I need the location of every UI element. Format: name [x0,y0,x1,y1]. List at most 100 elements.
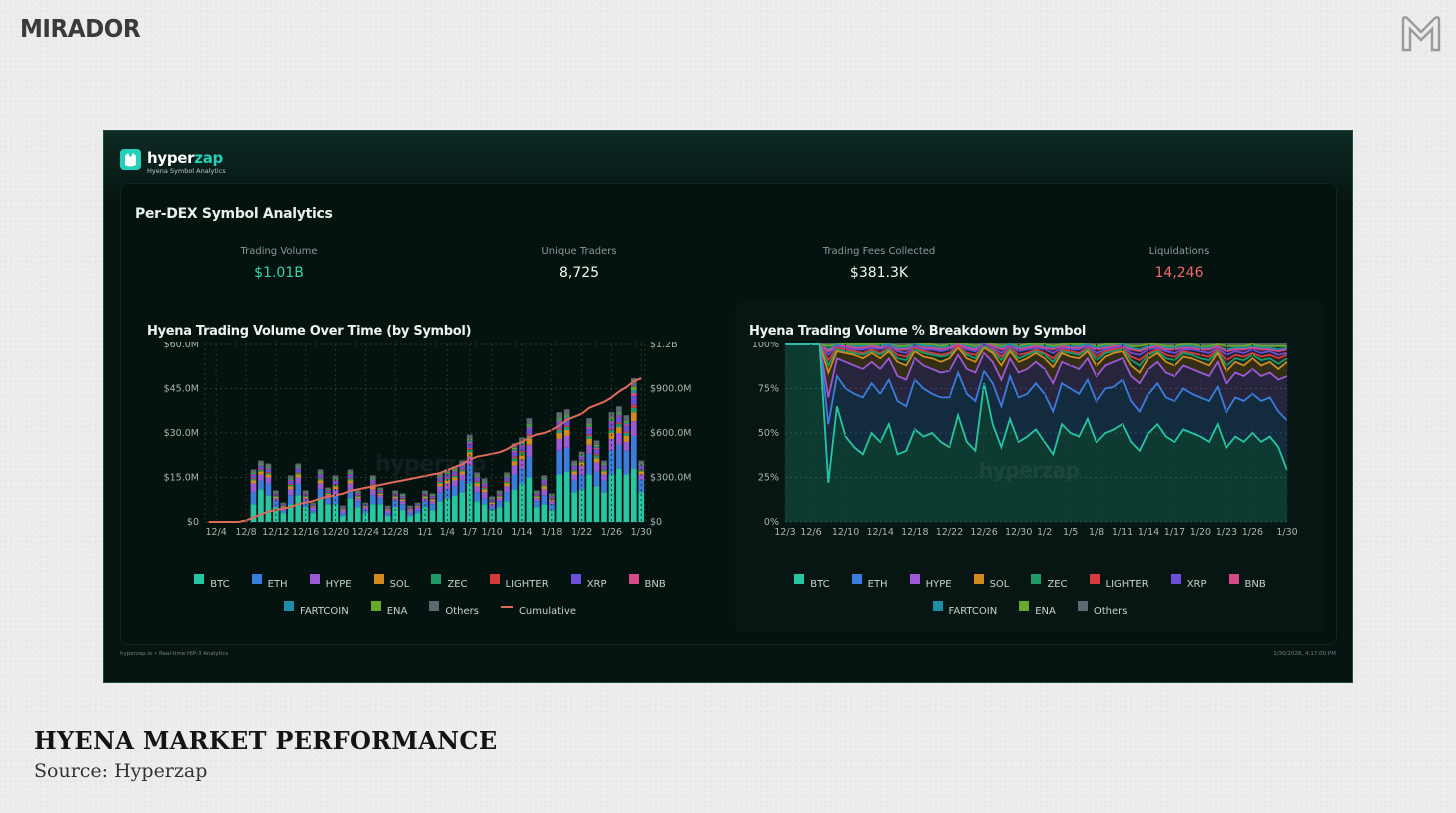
y-tick-label: $0 [187,517,199,528]
legend-item-btc[interactable]: BTC [794,574,830,593]
bar-sol [295,474,302,478]
legend-item-others[interactable]: Others [429,601,479,620]
bar-hype [526,444,533,457]
legend-item-ena[interactable]: ENA [370,601,408,620]
legend-label: BTC [210,579,230,590]
bar-hype [541,489,548,496]
legend-item-bnb[interactable]: BNB [1228,574,1266,593]
bar-fartcoin [399,495,406,497]
area-eth [785,344,1287,483]
legend-item-eth[interactable]: ETH [251,574,288,593]
bar-hype [340,510,346,514]
bar-eth [578,474,585,490]
bar-xrp [548,496,555,499]
bar-sol [414,506,421,508]
bar-ena [265,466,272,468]
legend-item-hype[interactable]: HYPE [909,574,952,593]
legend-item-btc[interactable]: BTC [194,574,230,593]
bar-ena [422,492,428,493]
bar-sol [616,427,622,433]
bar-btc [556,474,563,522]
bar-hype [466,456,473,466]
x-tick-label: 1/4 [440,527,455,538]
bar-btc [638,492,645,522]
bar-zec [511,458,518,462]
bar-zec [280,505,287,507]
legend-item-xrp[interactable]: XRP [1170,574,1207,593]
legend-item-zec[interactable]: ZEC [431,574,468,593]
bar-btc [586,474,592,522]
bar-btc [630,468,637,522]
bar-btc [481,504,488,522]
bar-fartcoin [556,419,563,422]
legend-item-lighter[interactable]: LIGHTER [489,574,549,593]
bar-lighter [466,447,473,450]
legend-item-zec[interactable]: ZEC [1031,574,1068,593]
bar-others [407,505,413,507]
legend-swatch [251,574,262,584]
bar-ena [586,424,592,426]
stat-label: Unique Traders [541,246,617,257]
bar-btc [451,495,458,522]
bar-xrp [541,481,548,485]
bar-fartcoin [541,479,548,481]
bar-zec [608,430,615,433]
bar-xrp [317,475,324,479]
bar-hype [571,474,577,481]
bar-others [295,463,302,467]
bar-sol [340,509,346,511]
bar-sol [392,496,399,499]
bar-bnb [548,496,555,497]
line-sol [785,343,1288,376]
bar-hype [481,492,488,499]
bar-btc [511,489,518,522]
bar-zec [489,501,495,503]
bar-others [534,490,540,493]
bar-fartcoin [451,470,458,472]
bar-btc [407,516,413,522]
bar-btc [399,510,406,522]
bar-hype [496,498,503,502]
bar-btc [287,504,294,522]
legend-item-eth[interactable]: ETH [851,574,888,593]
bar-hype [601,474,607,481]
bar-fartcoin [444,473,451,475]
bar-others [616,406,622,413]
legend-item-fartcoin[interactable]: FARTCOIN [283,601,349,620]
legend-swatch [932,601,943,611]
bar-eth [340,513,346,517]
bar-bnb [556,421,563,423]
bar-others [586,418,592,425]
legend-item-sol[interactable]: SOL [973,574,1009,593]
legend-item-fartcoin[interactable]: FARTCOIN [932,601,997,620]
legend-swatch [1019,601,1030,611]
bar-xrp [593,449,600,454]
legend-item-sol[interactable]: SOL [373,574,409,593]
bar-fartcoin [265,467,272,469]
legend-item-xrp[interactable]: XRP [570,574,607,593]
legend-item-cumulative[interactable]: Cumulative [500,601,576,620]
bar-lighter [437,481,443,482]
bar-btc [466,483,473,522]
bar-fartcoin [474,476,481,478]
bar-ena [541,478,548,480]
bar-bnb [459,465,466,467]
legend-label: ENA [386,606,408,617]
slide-title: HYENA MARKET PERFORMANCE [34,726,498,755]
bar-zec [571,470,577,472]
legend-item-lighter[interactable]: LIGHTER [1089,574,1149,593]
x-tick-label: 12/30 [1005,527,1032,538]
bar-others [399,493,406,496]
legend-item-others[interactable]: Others [1077,601,1127,620]
bar-lighter [571,469,577,471]
bar-btc [519,483,525,522]
breakdown-chart-panel: Hyena Trading Volume % Breakdown by Symb… [735,302,1325,632]
x-tick-label: 1/14 [511,527,532,538]
bar-xrp [399,496,406,499]
bar-ena [444,472,451,474]
legend-label: BTC [810,579,830,590]
bar-eth [362,510,369,514]
legend-item-bnb[interactable]: BNB [628,574,666,593]
legend-item-hype[interactable]: HYPE [309,574,352,593]
legend-item-ena[interactable]: ENA [1019,601,1056,620]
